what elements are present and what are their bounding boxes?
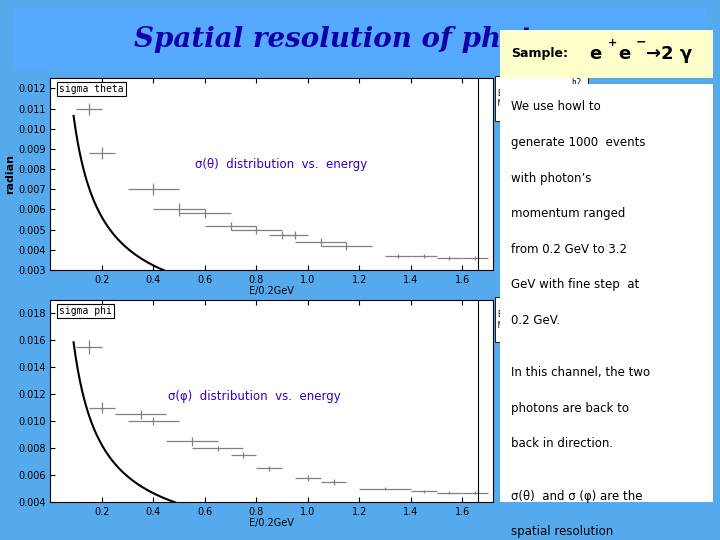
Text: photons are back to: photons are back to xyxy=(511,402,629,415)
Text: sigma phi: sigma phi xyxy=(59,306,112,316)
Text: Spatial resolution of photons: Spatial resolution of photons xyxy=(134,25,586,52)
Text: e: e xyxy=(590,45,602,63)
Text: −: − xyxy=(635,35,646,49)
X-axis label: E/0.2GeV: E/0.2GeV xyxy=(249,518,294,529)
Text: σ(φ)  distribution  vs.  energy: σ(φ) distribution vs. energy xyxy=(168,390,341,403)
Text: from 0.2 GeV to 3.2: from 0.2 GeV to 3.2 xyxy=(511,242,627,256)
Text: σ(θ)  distribution  vs.  energy: σ(θ) distribution vs. energy xyxy=(194,158,366,171)
Text: back in direction.: back in direction. xyxy=(511,437,613,450)
FancyBboxPatch shape xyxy=(0,4,720,74)
Text: e: e xyxy=(618,45,631,63)
Text: h1
Entries     16
Mean      0.6624
             0.4605: h1 Entries 16 Mean 0.6624 0.4605 xyxy=(498,300,585,340)
Text: GeV with fine step  at: GeV with fine step at xyxy=(511,278,639,291)
Text: with photon’s: with photon’s xyxy=(511,172,591,185)
Text: sigma theta: sigma theta xyxy=(59,84,124,94)
Text: Sample:: Sample: xyxy=(511,48,568,60)
Text: We use howl to: We use howl to xyxy=(511,100,600,113)
Text: σ(θ)  and σ (φ) are the: σ(θ) and σ (φ) are the xyxy=(511,490,642,503)
Text: 0.2 GeV.: 0.2 GeV. xyxy=(511,314,560,327)
Text: +: + xyxy=(608,38,617,48)
Text: →2 γ: →2 γ xyxy=(646,45,692,63)
Text: spatial resolution: spatial resolution xyxy=(511,525,613,538)
X-axis label: E/0.2GeV: E/0.2GeV xyxy=(249,286,294,296)
Text: radian: radian xyxy=(6,154,16,194)
Text: In this channel, the two: In this channel, the two xyxy=(511,366,650,379)
Text: momentum ranged: momentum ranged xyxy=(511,207,626,220)
Text: generate 1000  events: generate 1000 events xyxy=(511,136,646,149)
Text: h2
Entries     16
Mean      0.699
             0.4646: h2 Entries 16 Mean 0.699 0.4646 xyxy=(498,78,585,118)
